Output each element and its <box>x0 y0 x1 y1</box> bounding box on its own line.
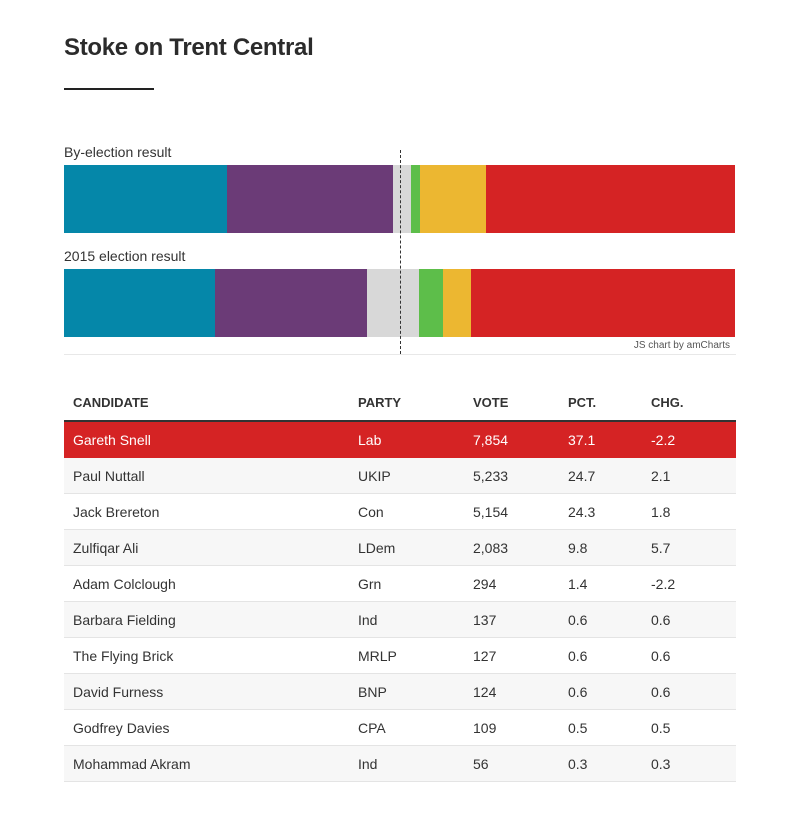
cell-pct: 0.6 <box>559 673 642 710</box>
bar-2015-election <box>64 269 736 337</box>
bar-label-2015: 2015 election result <box>64 248 186 264</box>
header-party: PARTY <box>349 384 464 422</box>
cell-candidate: Mohammad Akram <box>64 745 349 782</box>
title-underline <box>64 88 154 90</box>
bar-segment-ukip[interactable] <box>227 165 394 233</box>
cell-vote: 7,854 <box>464 421 559 458</box>
bar-segment-grn[interactable] <box>410 165 421 233</box>
cell-party: Grn <box>349 565 464 602</box>
bar-segment-lab[interactable] <box>470 269 735 337</box>
table-row: Paul Nuttall UKIP 5,233 24.7 2.1 <box>64 457 736 494</box>
cell-party: Con <box>349 493 464 530</box>
cell-party: BNP <box>349 673 464 710</box>
cell-vote: 56 <box>464 745 559 782</box>
bar-label-by-election: By-election result <box>64 144 172 160</box>
bar-segment-ukip[interactable] <box>215 269 368 337</box>
bar-segment-other[interactable] <box>367 269 419 337</box>
cell-candidate: Adam Colclough <box>64 565 349 602</box>
table-row: David Furness BNP 124 0.6 0.6 <box>64 673 736 710</box>
table-row: Barbara Fielding Ind 137 0.6 0.6 <box>64 601 736 638</box>
bar-segment-ldem[interactable] <box>442 269 471 337</box>
bar-segment-ldem[interactable] <box>420 165 486 233</box>
bar-segment-lab[interactable] <box>485 165 736 233</box>
bar-segment-con[interactable] <box>64 165 228 233</box>
header-pct: PCT. <box>559 384 642 422</box>
cell-candidate: Zulfiqar Ali <box>64 529 349 566</box>
cell-candidate: Godfrey Davies <box>64 709 349 746</box>
header-chg: CHG. <box>642 384 736 422</box>
bar-segment-con[interactable] <box>64 269 216 337</box>
cell-vote: 294 <box>464 565 559 602</box>
cell-party: CPA <box>349 709 464 746</box>
table-row: Godfrey Davies CPA 109 0.5 0.5 <box>64 709 736 746</box>
cell-pct: 0.5 <box>559 709 642 746</box>
table-row: Gareth Snell Lab 7,854 37.1 -2.2 <box>64 421 736 458</box>
stacked-bar-chart: By-election result 2015 election result … <box>64 140 736 360</box>
cell-vote: 2,083 <box>464 529 559 566</box>
header-vote: VOTE <box>464 384 559 422</box>
cell-party: Ind <box>349 745 464 782</box>
cell-pct: 1.4 <box>559 565 642 602</box>
bar-segment-other[interactable] <box>393 165 411 233</box>
cell-vote: 127 <box>464 637 559 674</box>
cell-vote: 137 <box>464 601 559 638</box>
page-title: Stoke on Trent Central <box>64 34 314 61</box>
cell-chg: 0.6 <box>642 601 736 638</box>
cell-candidate: The Flying Brick <box>64 637 349 674</box>
cell-candidate: Barbara Fielding <box>64 601 349 638</box>
cell-candidate: Paul Nuttall <box>64 457 349 494</box>
cell-candidate: David Furness <box>64 673 349 710</box>
cell-party: UKIP <box>349 457 464 494</box>
cell-chg: 5.7 <box>642 529 736 566</box>
cell-chg: 2.1 <box>642 457 736 494</box>
cell-party: MRLP <box>349 637 464 674</box>
cell-chg: 1.8 <box>642 493 736 530</box>
cell-chg: 0.6 <box>642 637 736 674</box>
cell-pct: 0.6 <box>559 637 642 674</box>
cell-candidate: Gareth Snell <box>64 421 349 458</box>
cell-chg: 0.6 <box>642 673 736 710</box>
cell-pct: 24.3 <box>559 493 642 530</box>
cell-party: Ind <box>349 601 464 638</box>
cell-vote: 5,154 <box>464 493 559 530</box>
cell-pct: 37.1 <box>559 421 642 458</box>
cell-pct: 0.6 <box>559 601 642 638</box>
majority-reference-line <box>400 150 401 354</box>
bar-segment-grn[interactable] <box>418 269 443 337</box>
cell-chg: -2.2 <box>642 421 736 458</box>
header-candidate: CANDIDATE <box>64 384 349 422</box>
cell-candidate: Jack Brereton <box>64 493 349 530</box>
cell-chg: -2.2 <box>642 565 736 602</box>
cell-chg: 0.5 <box>642 709 736 746</box>
cell-pct: 0.3 <box>559 745 642 782</box>
cell-vote: 5,233 <box>464 457 559 494</box>
table-row: Adam Colclough Grn 294 1.4 -2.2 <box>64 565 736 602</box>
bar-by-election <box>64 165 736 233</box>
chart-baseline <box>64 354 736 355</box>
cell-chg: 0.3 <box>642 745 736 782</box>
cell-pct: 9.8 <box>559 529 642 566</box>
results-table: CANDIDATE PARTY VOTE PCT. CHG. Gareth Sn… <box>64 384 736 782</box>
table-row: The Flying Brick MRLP 127 0.6 0.6 <box>64 637 736 674</box>
table-row: Zulfiqar Ali LDem 2,083 9.8 5.7 <box>64 529 736 566</box>
table-header-row: CANDIDATE PARTY VOTE PCT. CHG. <box>64 384 736 422</box>
cell-party: LDem <box>349 529 464 566</box>
table-row: Jack Brereton Con 5,154 24.3 1.8 <box>64 493 736 530</box>
cell-vote: 109 <box>464 709 559 746</box>
chart-credit-link[interactable]: JS chart by amCharts <box>633 340 730 351</box>
table-row: Mohammad Akram Ind 56 0.3 0.3 <box>64 745 736 782</box>
cell-party: Lab <box>349 421 464 458</box>
cell-pct: 24.7 <box>559 457 642 494</box>
cell-vote: 124 <box>464 673 559 710</box>
